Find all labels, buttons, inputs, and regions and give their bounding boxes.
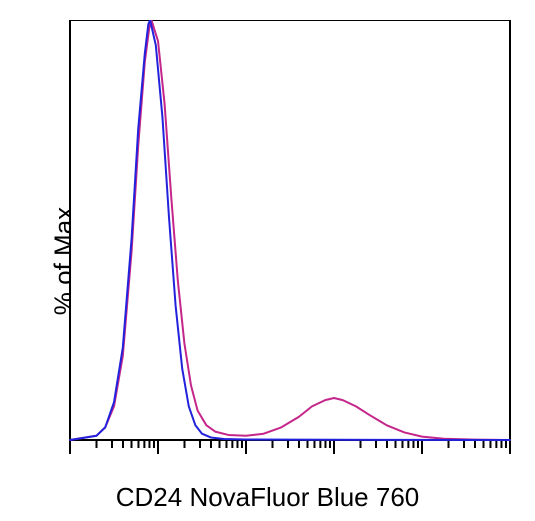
histogram-svg — [60, 20, 520, 460]
x-axis-label: CD24 NovaFluor Blue 760 — [116, 482, 420, 513]
chart-container: % of Max CD24 NovaFluor Blue 760 — [0, 0, 535, 521]
plot-area — [60, 20, 520, 460]
